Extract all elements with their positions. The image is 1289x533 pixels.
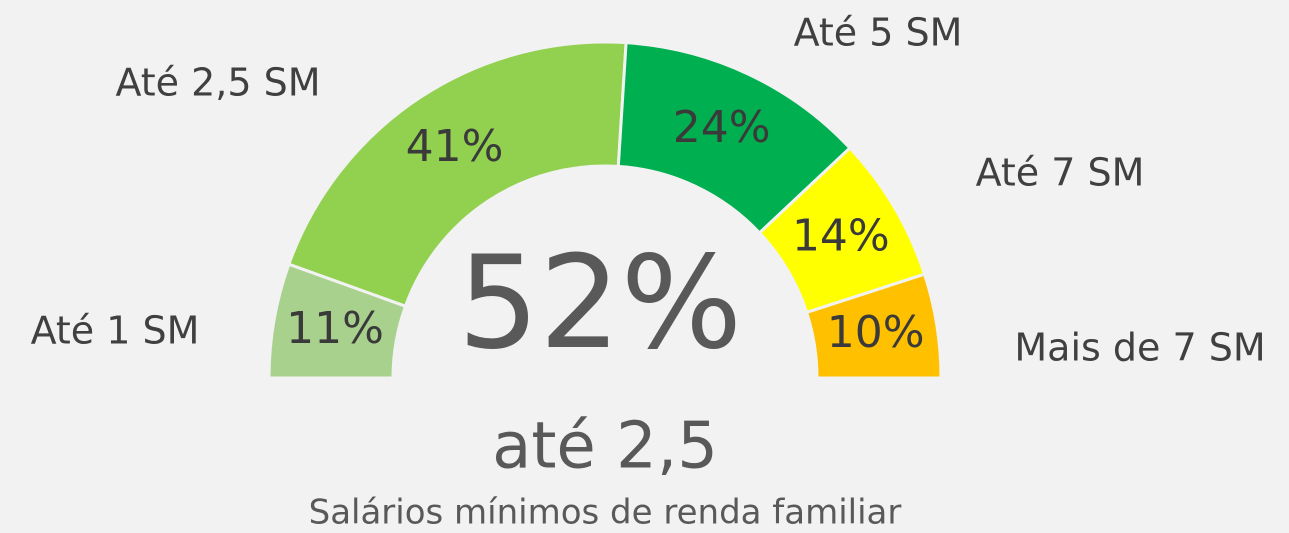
value-label: 14% — [792, 211, 890, 262]
value-label: 11% — [286, 303, 384, 354]
gauge-segment — [286, 40, 628, 309]
category-label: Até 7 SM — [976, 151, 1145, 195]
category-label: Até 5 SM — [794, 11, 963, 55]
center-text: 52% — [458, 229, 743, 378]
category-label: Mais de 7 SM — [1014, 326, 1265, 370]
value-label: 24% — [673, 102, 771, 153]
center-subtitle: até 2,5 — [492, 410, 718, 484]
value-label: 10% — [827, 307, 925, 358]
gauge-segment — [804, 272, 943, 380]
category-label: Até 1 SM — [31, 309, 200, 353]
value-label: 41% — [406, 121, 504, 172]
category-label: Até 2,5 SM — [115, 61, 320, 105]
caption: Salários mínimos de renda familiar — [309, 493, 902, 533]
